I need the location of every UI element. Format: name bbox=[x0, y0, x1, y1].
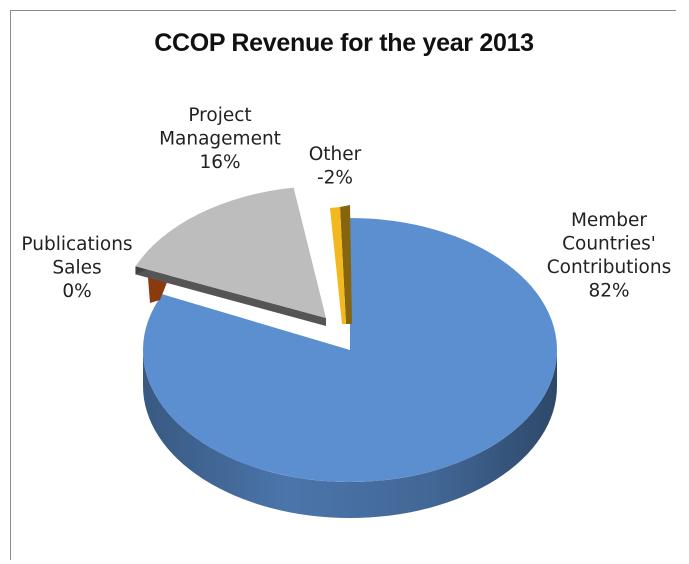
data-label-member-countries-contributions: Member Countries' Contributions 82% bbox=[547, 210, 672, 302]
data-label-line: Management bbox=[159, 129, 281, 150]
data-label-line: Member bbox=[571, 210, 647, 231]
data-label-percent: 16% bbox=[199, 152, 240, 173]
data-label-other: Other -2% bbox=[309, 144, 362, 189]
slice-project-management-side bbox=[135, 266, 326, 326]
slice-member-side bbox=[143, 350, 557, 518]
data-label-publications-sales: Publications Sales 0% bbox=[21, 234, 132, 302]
slice-project-management bbox=[135, 187, 326, 318]
data-label-percent: 82% bbox=[588, 281, 629, 302]
slice-other-side bbox=[340, 205, 352, 324]
slice-member-countries-contributions bbox=[142, 218, 557, 482]
data-label-line: Sales bbox=[52, 258, 101, 279]
data-label-line: Other bbox=[309, 144, 362, 165]
data-label-line: Publications bbox=[21, 234, 132, 255]
data-label-line: Countries' bbox=[562, 234, 656, 255]
data-label-line: Contributions bbox=[547, 257, 672, 278]
data-label-line: Project bbox=[188, 105, 251, 126]
data-label-percent: 0% bbox=[62, 281, 91, 302]
slice-other bbox=[330, 207, 346, 324]
data-label-percent: -2% bbox=[317, 168, 353, 189]
data-label-project-management: Project Management 16% bbox=[159, 105, 281, 173]
chart-title: CCOP Revenue for the year 2013 bbox=[154, 29, 534, 57]
